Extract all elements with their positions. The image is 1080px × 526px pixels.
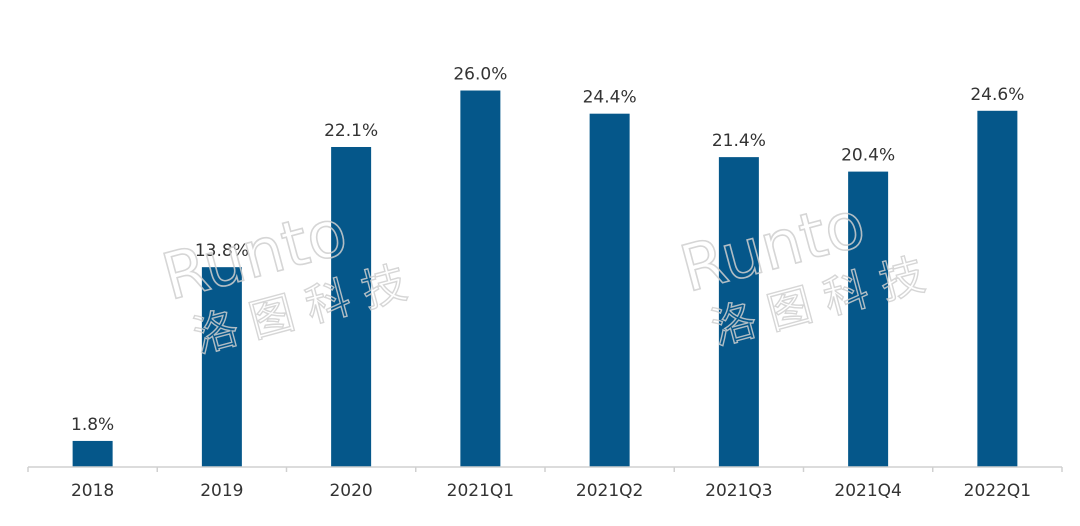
bar-2018 <box>72 440 113 467</box>
data-label: 24.6% <box>970 85 1024 105</box>
x-axis-ticks <box>27 467 1063 472</box>
data-label: 24.4% <box>583 88 637 108</box>
data-label: 1.8% <box>71 415 114 435</box>
bar-2019 <box>201 267 242 467</box>
bar-2021q4 <box>848 171 889 467</box>
bar-2021q3 <box>718 157 759 468</box>
watermark-left: Runto 洛图科技 <box>154 195 426 364</box>
x-tick-label: 2019 <box>200 481 243 501</box>
bar-2021q2 <box>589 113 630 468</box>
data-label: 22.1% <box>324 121 378 141</box>
x-tick-label: 2021Q1 <box>447 481 514 501</box>
bars-layer <box>72 90 1018 468</box>
x-tick-label: 2022Q1 <box>964 481 1031 501</box>
bar-2022q1 <box>977 110 1018 468</box>
x-tick-label: 2021Q3 <box>705 481 772 501</box>
bar-2021q1 <box>460 90 501 468</box>
data-label: 21.4% <box>712 131 766 151</box>
data-label: 13.8% <box>195 241 249 261</box>
x-tick-labels-layer: 2018 2019 2020 2021Q1 2021Q2 2021Q3 2021Q4 2022… <box>71 481 1031 501</box>
x-tick-label: 2021Q4 <box>834 481 901 501</box>
data-label: 20.4% <box>841 146 895 166</box>
bar-2020 <box>331 146 372 467</box>
data-label: 26.0% <box>453 65 507 85</box>
watermark-right: Runto 洛图科技 <box>672 187 944 356</box>
x-tick-label: 2020 <box>329 481 372 501</box>
data-labels-layer: 1.8% 13.8% 22.1% 26.0% 24.4% 21.4% 20.4% 24.6% <box>71 65 1024 435</box>
x-tick-label: 2018 <box>71 481 114 501</box>
x-tick-label: 2021Q2 <box>576 481 643 501</box>
